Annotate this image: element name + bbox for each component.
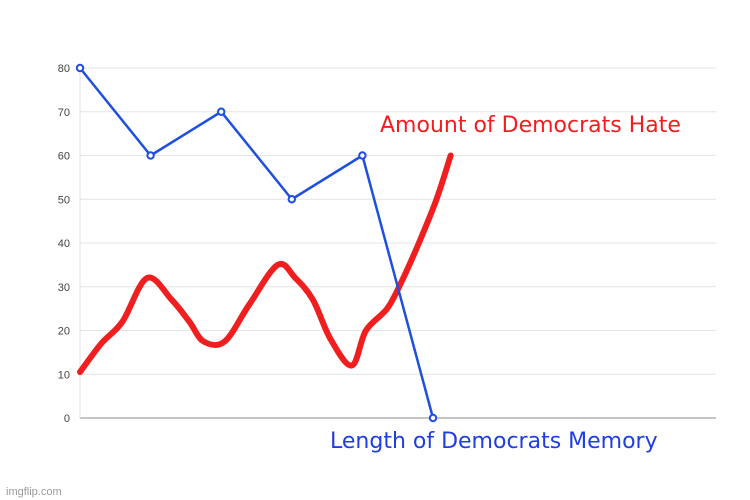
watermark-text: imgflip.com (6, 486, 62, 498)
y-tick-label: 50 (58, 194, 70, 206)
y-tick-label: 60 (58, 151, 70, 163)
y-tick-label: 70 (58, 107, 70, 119)
y-tick-label: 0 (64, 413, 70, 425)
y-tick-label: 80 (58, 63, 70, 75)
y-tick-label: 20 (58, 326, 70, 338)
data-point-memory (358, 151, 367, 160)
series-layer (75, 63, 454, 423)
y-tick-label: 10 (58, 369, 70, 381)
series-line-hate (77, 152, 454, 376)
y-tick-label: 40 (58, 238, 70, 250)
data-point-memory (428, 413, 438, 423)
data-point-memory (75, 63, 85, 73)
annotation-hate: Amount of Democrats Hate (380, 113, 681, 138)
y-tick-label: 30 (58, 282, 70, 294)
axis-layer: 0 10 20 30 40 50 60 70 80 (58, 63, 716, 425)
data-point-memory (146, 151, 155, 160)
annotation-memory: Length of Democrats Memory (330, 429, 658, 454)
data-point-memory (217, 107, 226, 116)
series-line-memory (79, 67, 435, 419)
data-point-memory (287, 195, 296, 204)
